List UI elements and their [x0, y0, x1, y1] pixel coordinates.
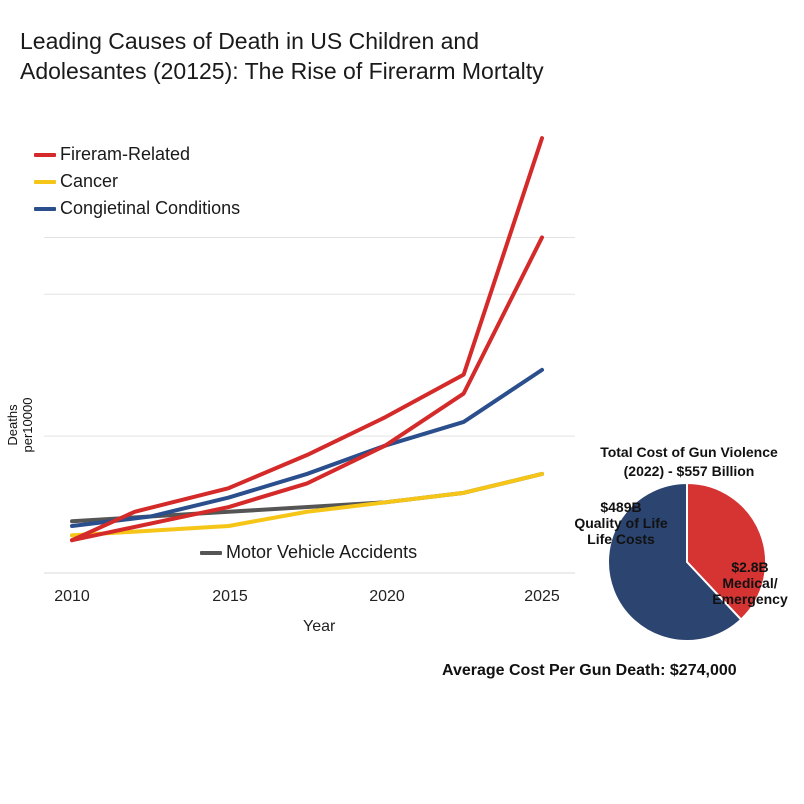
series-lines — [70, 136, 544, 543]
series-line-1 — [70, 471, 544, 538]
pie-label-medical: $2.8B Medical/ Emergency — [700, 559, 800, 607]
series-line-0 — [70, 136, 544, 543]
x-tick-2010: 2010 — [54, 588, 90, 605]
legend-item-firearm: Fireram-Related — [34, 141, 240, 168]
legend: Fireram-Related Cancer Congietinal Condi… — [34, 141, 240, 222]
y-axis-label: Deaths per10000 — [5, 397, 35, 453]
chart-title-line-1: Leading Causes of Death in US Children a… — [20, 28, 480, 54]
legend-swatch-congenital — [34, 206, 56, 211]
gridlines — [44, 236, 575, 437]
legend-swatch-cancer — [34, 179, 56, 184]
pie-label-ql-amount: $489B — [600, 499, 642, 515]
chart-title-line-2: Adolesantes (20125): The Rise of Firerar… — [20, 58, 544, 84]
legend-item-congenital: Congietinal Conditions — [34, 195, 240, 222]
x-tick-2025: 2025 — [524, 588, 560, 605]
x-tick-2020: 2020 — [369, 588, 405, 605]
pie-slice-1 — [607, 481, 743, 642]
motor-vehicle-label-text: Motor Vehicle Accidents — [226, 542, 418, 562]
pie-label-med-amount: $2.8B — [731, 559, 769, 575]
chart-title: Leading Causes of Death in US Children a… — [20, 26, 620, 86]
series-line-2 — [70, 367, 544, 528]
motor-vehicle-swatch — [200, 550, 222, 555]
x-tick-2015: 2015 — [212, 588, 248, 605]
pie-label-ql-line-3: Life Costs — [587, 531, 655, 547]
legend-label-cancer: Cancer — [60, 171, 119, 191]
pie-title-line-1: Total Cost of Gun Violence — [600, 444, 778, 460]
legend-item-cancer: Cancer — [34, 168, 240, 195]
pie-slice-0 — [686, 481, 767, 622]
legend-label-congenital: Congietinal Conditions — [60, 198, 241, 218]
motor-vehicle-label: Motor Vehicle Accidents — [200, 542, 417, 563]
pie-label-ql-line-2: Quality of Life — [574, 515, 668, 531]
x-axis-label: Year — [303, 618, 336, 635]
legend-swatch-firearm — [34, 152, 56, 157]
pie-title-line-2: (2022) - $557 Billion — [623, 463, 755, 479]
pie-label-med-line-3: Emergency — [712, 591, 788, 607]
average-cost-footer: Average Cost Per Gun Death: $274,000 — [442, 662, 737, 679]
pie-label-med-line-2: Medical/ — [722, 575, 778, 591]
pie-label-quality-of-life: $489B Quality of Life Life Costs — [566, 499, 676, 547]
pie-title: Total Cost of Gun Violence (2022) - $557… — [574, 443, 804, 481]
series-line-4 — [70, 235, 544, 543]
series-line-3 — [70, 471, 544, 524]
pie-chart — [607, 481, 767, 642]
legend-label-firearm: Fireram-Related — [60, 144, 191, 164]
